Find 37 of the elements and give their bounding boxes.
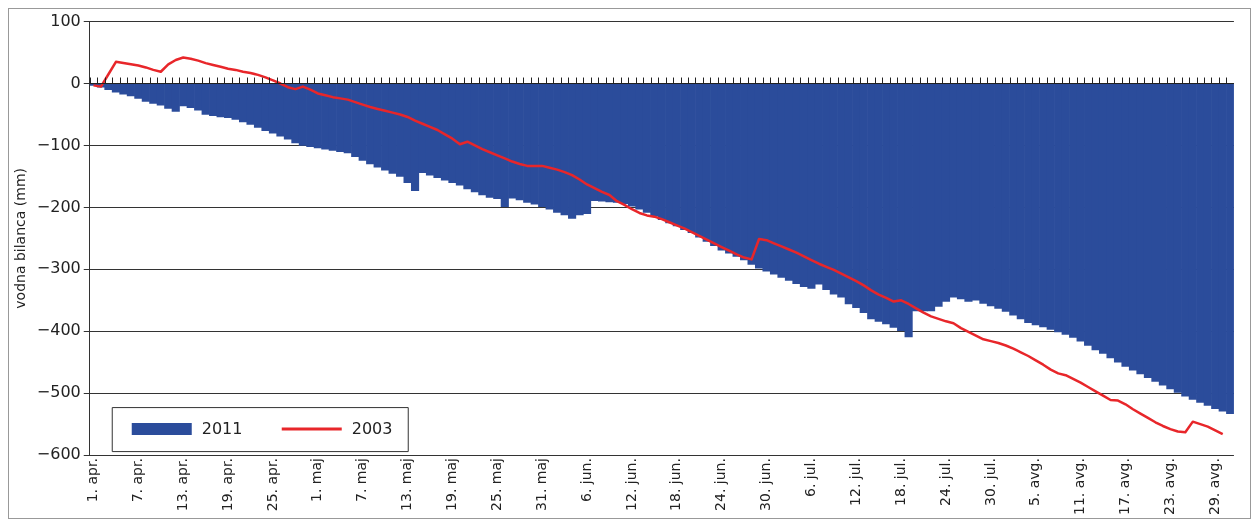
x-tick-label: 6. jul. [802, 458, 819, 498]
y-tick-label: −100 [36, 134, 81, 154]
x-tick-label: 19. apr. [218, 458, 235, 512]
y-tick-label: 0 [70, 72, 81, 92]
y-tick-label: −600 [36, 444, 81, 464]
x-tick-label: 18. jul. [891, 458, 908, 506]
y-axis-title: vodna bilanca (mm) [12, 168, 29, 309]
legend-label: 2003 [351, 419, 393, 439]
x-tick-label: 13. maj [398, 458, 415, 511]
x-tick-label: 6. jun. [577, 458, 594, 502]
x-tick-label: 24. jul. [936, 458, 953, 506]
x-tick-label: 7. maj [353, 458, 370, 503]
x-tick-label: 29. avg. [1205, 458, 1222, 516]
y-tick-label: −200 [36, 196, 81, 216]
x-tick-label: 12. jun. [622, 458, 639, 511]
y-tick-label: 100 [50, 10, 81, 30]
x-tick-label: 24. jun. [712, 458, 729, 511]
x-tick-label: 12. jul. [846, 458, 863, 506]
x-tick-label: 1. maj [308, 458, 325, 503]
x-tick-label: 31. maj [532, 458, 549, 511]
y-tick-label: −300 [36, 258, 81, 278]
x-tick-label: 5. avg. [1026, 458, 1043, 507]
x-tick-label: 25. apr. [263, 458, 280, 512]
x-tick-label: 25. maj [487, 458, 504, 511]
x-tick-label: 19. maj [443, 458, 460, 511]
x-tick-label: 18. jun. [667, 458, 684, 511]
x-tick-label: 17. avg. [1116, 458, 1133, 516]
legend-label: 2011 [201, 419, 243, 439]
x-tick-label: 30. jun. [757, 458, 774, 511]
x-tick-label: 23. avg. [1161, 458, 1178, 516]
x-tick-label: 13. apr. [173, 458, 190, 512]
y-tick-label: −400 [36, 320, 81, 340]
x-tick-label: 11. avg. [1071, 458, 1088, 516]
y-tick-label: −500 [36, 382, 81, 402]
x-tick-label: 1. apr. [84, 458, 101, 503]
x-tick-label: 30. jul. [981, 458, 998, 506]
x-tick-label: 7. apr. [129, 458, 145, 503]
